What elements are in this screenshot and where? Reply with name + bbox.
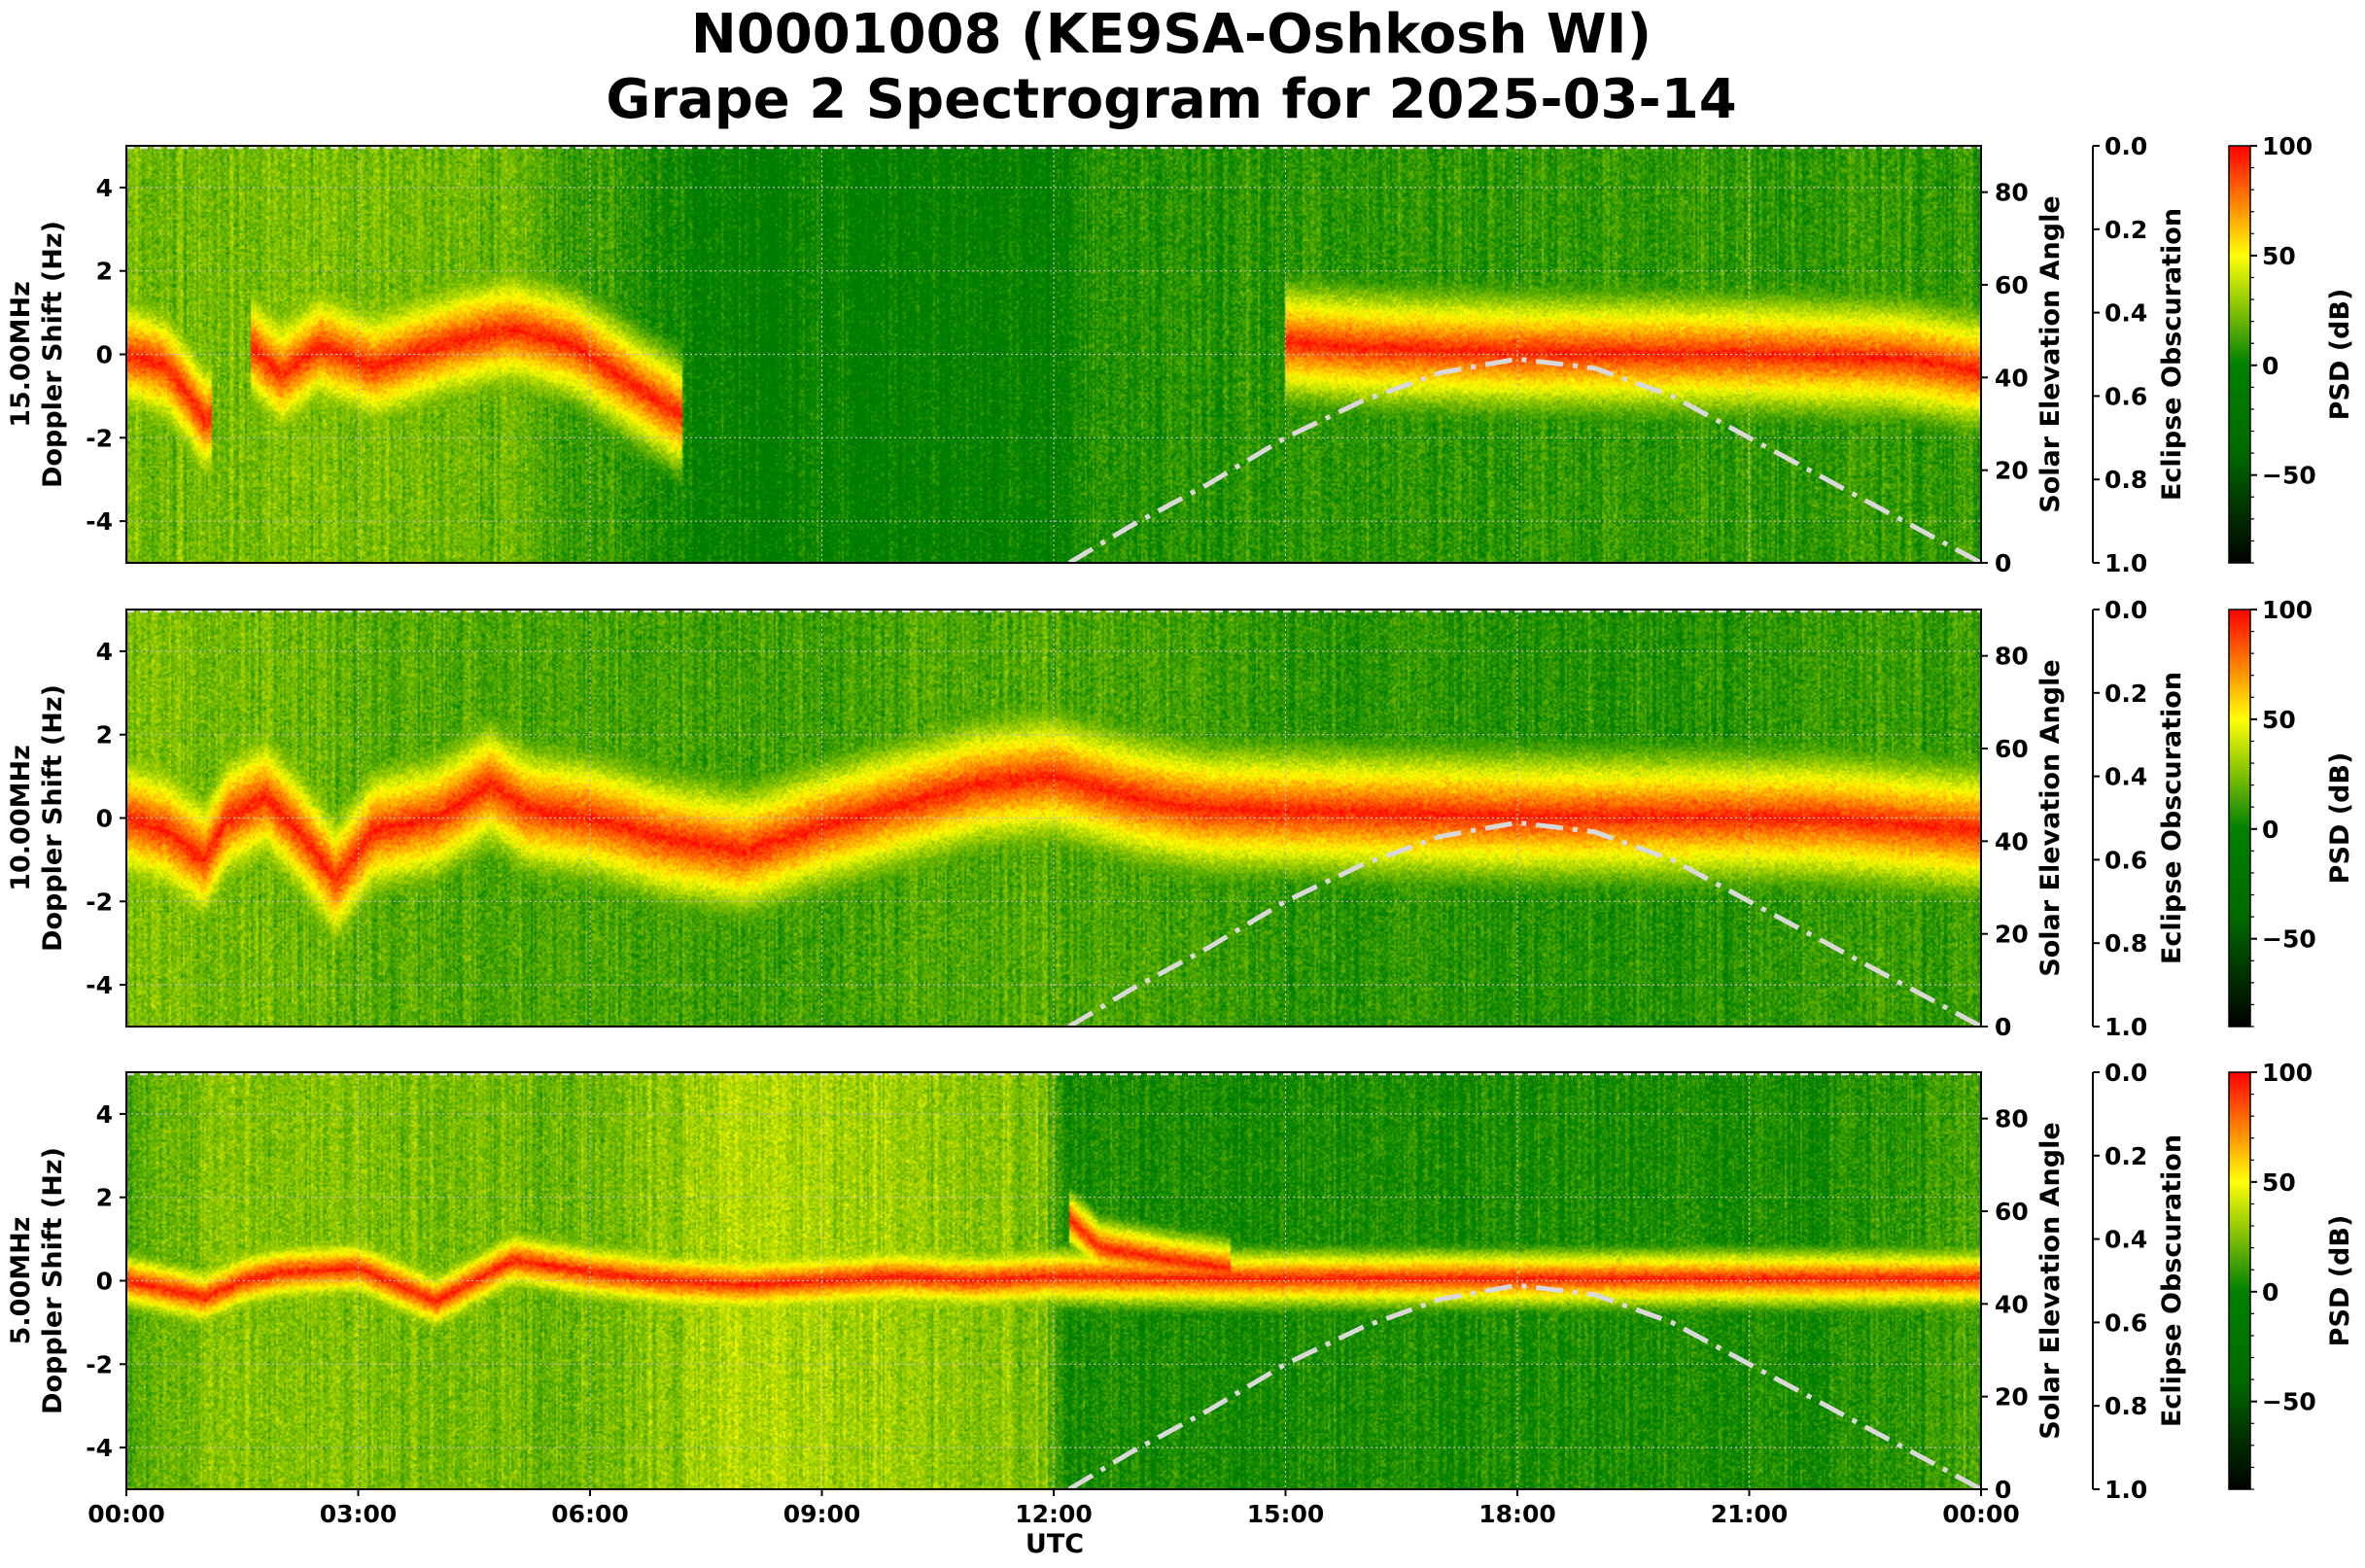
y-tick-label: 0 (96, 805, 113, 833)
colorbar-label: PSD (dB) (2325, 1215, 2355, 1347)
colorbar-tick-label: −50 (2262, 462, 2316, 490)
solar-elevation-curve (1067, 356, 1983, 566)
eclipse-tick-label: 0.4 (2104, 1226, 2147, 1254)
colorbar (2228, 145, 2251, 564)
y-axis-label: Doppler Shift (Hz) (38, 1147, 68, 1414)
colorbar-tick-label: 0 (2262, 352, 2278, 380)
solar-axis-label: Solar Elevation Angle (2035, 1122, 2066, 1439)
eclipse-tick-label: 0.0 (2104, 1059, 2147, 1087)
solar-tick-label: 60 (1995, 1198, 2029, 1226)
eclipse-tick-label: 0.6 (2104, 1308, 2147, 1337)
x-axis-label: UTC (1026, 1529, 1084, 1559)
eclipse-tick-label: 0.4 (2104, 763, 2147, 791)
eclipse-tick-label: 0.6 (2104, 382, 2147, 410)
y-tick-label: 0 (96, 1268, 113, 1296)
eclipse-tick-label: 1.0 (2104, 1476, 2147, 1504)
panel-frequency-label: 10.00MHz (6, 745, 36, 891)
title-line-1: N0001008 (KE9SA-Oshkosh WI) (691, 3, 1652, 66)
y-tick-label: 2 (96, 721, 113, 749)
x-tick-label: 03:00 (320, 1500, 398, 1528)
solar-tick-label: 40 (1995, 1290, 2029, 1318)
solar-tick-label: 0 (1995, 1013, 2011, 1041)
eclipse-tick-label: 0.8 (2104, 929, 2147, 958)
colorbar-tick-label: 0 (2262, 1278, 2278, 1307)
eclipse-tick-label: 0.8 (2104, 466, 2147, 494)
x-tick-label: 09:00 (783, 1500, 861, 1528)
solar-axis-label: Solar Elevation Angle (2035, 659, 2066, 976)
colorbar-tick-label: −50 (2262, 925, 2316, 954)
colorbar-tick-label: 100 (2262, 1059, 2313, 1087)
colorbar-tick-label: 100 (2262, 596, 2313, 624)
solar-tick-label: 20 (1995, 457, 2029, 485)
colorbar-label: PSD (dB) (2325, 289, 2355, 421)
x-tick-label: 06:00 (551, 1500, 629, 1528)
x-tick-label: 12:00 (1015, 1500, 1093, 1528)
x-tick-label: 00:00 (87, 1500, 165, 1528)
eclipse-axis-label: Eclipse Obscuration (2157, 208, 2187, 501)
colorbar-tick-label: 50 (2262, 706, 2296, 734)
solar-tick-label: 60 (1995, 735, 2029, 763)
y-tick-label: -2 (86, 1350, 113, 1378)
panel-frequency-label: 15.00MHz (6, 281, 36, 428)
y-tick-label: -2 (86, 888, 113, 916)
y-tick-label: 4 (96, 638, 113, 666)
colorbar-tick-label: −50 (2262, 1388, 2316, 1416)
title-line-2: Grape 2 Spectrogram for 2025-03-14 (606, 68, 1736, 131)
colorbar (2228, 609, 2251, 1028)
eclipse-tick-label: 0.2 (2104, 216, 2147, 244)
colorbar-tick-label: 50 (2262, 242, 2296, 270)
eclipse-tick-label: 0.2 (2104, 1142, 2147, 1170)
eclipse-tick-label: 1.0 (2104, 549, 2147, 577)
y-tick-label: 4 (96, 174, 113, 202)
solar-elevation-curve (1067, 819, 1983, 1029)
colorbar-tick-label: 100 (2262, 132, 2313, 160)
y-axis-label: Doppler Shift (Hz) (38, 221, 68, 488)
y-tick-label: -2 (86, 424, 113, 452)
eclipse-tick-label: 0.8 (2104, 1392, 2147, 1420)
x-tick-label: 18:00 (1478, 1500, 1556, 1528)
solar-tick-label: 0 (1995, 549, 2011, 577)
y-tick-label: -4 (86, 1434, 113, 1462)
solar-tick-label: 60 (1995, 271, 2029, 299)
eclipse-tick-label: 0.0 (2104, 596, 2147, 624)
solar-tick-label: 80 (1995, 1105, 2029, 1133)
y-tick-label: 4 (96, 1100, 113, 1129)
x-tick-label: 15:00 (1247, 1500, 1325, 1528)
solar-tick-label: 40 (1995, 364, 2029, 392)
solar-tick-label: 0 (1995, 1476, 2011, 1504)
colorbar-tick-label: 0 (2262, 816, 2278, 844)
solar-axis-label: Solar Elevation Angle (2035, 195, 2066, 512)
colorbar-label: PSD (dB) (2325, 752, 2355, 885)
y-axis-label: Doppler Shift (Hz) (38, 684, 68, 952)
colorbar-tick-label: 50 (2262, 1168, 2296, 1197)
eclipse-tick-label: 0.2 (2104, 679, 2147, 708)
eclipse-tick-label: 0.4 (2104, 299, 2147, 328)
solar-tick-label: 20 (1995, 921, 2029, 949)
solar-tick-label: 80 (1995, 643, 2029, 671)
y-tick-label: 2 (96, 1184, 113, 1212)
solar-tick-label: 80 (1995, 179, 2029, 207)
eclipse-axis-label: Eclipse Obscuration (2157, 1134, 2187, 1427)
y-tick-label: -4 (86, 507, 113, 536)
eclipse-tick-label: 0.0 (2104, 132, 2147, 160)
eclipse-tick-label: 1.0 (2104, 1013, 2147, 1041)
colorbar (2228, 1071, 2251, 1490)
solar-tick-label: 20 (1995, 1383, 2029, 1411)
eclipse-tick-label: 0.6 (2104, 846, 2147, 874)
y-tick-label: -4 (86, 971, 113, 999)
solar-elevation-curve (1067, 1282, 1983, 1492)
y-tick-label: 0 (96, 341, 113, 369)
panel-frequency-label: 5.00MHz (6, 1217, 36, 1345)
x-tick-label: 00:00 (1942, 1500, 2020, 1528)
x-tick-label: 21:00 (1711, 1500, 1789, 1528)
y-tick-label: 2 (96, 258, 113, 286)
solar-tick-label: 40 (1995, 827, 2029, 855)
eclipse-axis-label: Eclipse Obscuration (2157, 672, 2187, 964)
